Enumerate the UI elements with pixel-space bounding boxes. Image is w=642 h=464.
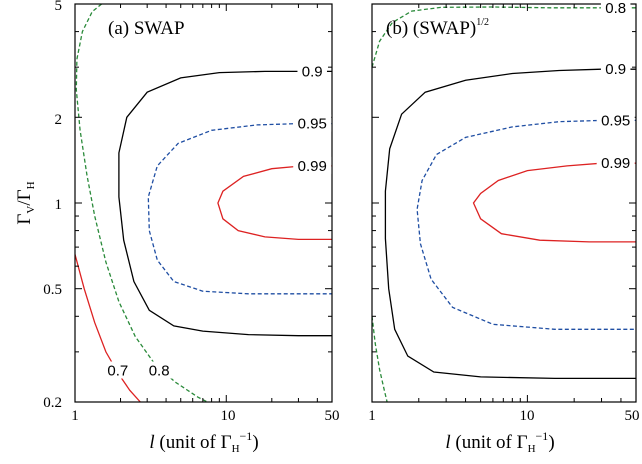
contour-0.7 bbox=[75, 254, 141, 402]
x-tick-label: 10 bbox=[520, 408, 535, 424]
panel-a-contours bbox=[75, 4, 332, 402]
contour-label-bg bbox=[293, 114, 332, 132]
panel-b-ticks bbox=[371, 3, 637, 403]
panel-a-title: (a) SWAP bbox=[108, 18, 185, 39]
panel-b-title: (b) (SWAP)1/2 bbox=[386, 17, 489, 39]
contour-label: 0.99 bbox=[601, 155, 630, 172]
x-tick-label: 1 bbox=[368, 408, 376, 424]
contour-0.8 bbox=[75, 4, 208, 402]
panel-b-contour-labels: 0.8 0.9 0.95 0.99 bbox=[596, 0, 635, 172]
contour-label-bg bbox=[144, 361, 174, 379]
y-tick-label: 1 bbox=[55, 197, 63, 213]
y-tick-label: 0.5 bbox=[43, 282, 62, 298]
x-tick-label: 50 bbox=[325, 408, 340, 424]
panel-b: 0.8 0.9 0.95 0.99 (b) (SWAP)1/2 1 10 50 l (… bbox=[368, 0, 640, 455]
contour-0.95 bbox=[416, 119, 636, 330]
contour-0.9 bbox=[384, 68, 636, 380]
contour-label: 0.95 bbox=[298, 116, 327, 133]
panel-a-ticks bbox=[74, 3, 333, 403]
contour-label-bg bbox=[600, 60, 631, 78]
contour-label-bg bbox=[297, 62, 327, 80]
contour-label-bg bbox=[293, 156, 332, 174]
contour-0.9 bbox=[118, 70, 332, 337]
contour-0.99 bbox=[472, 162, 636, 243]
contour-label: 0.8 bbox=[605, 0, 626, 17]
contour-label: 0.7 bbox=[107, 363, 128, 380]
contour-label-bg bbox=[600, 0, 631, 16]
contour-label: 0.9 bbox=[605, 61, 626, 78]
panel-a: 0.7 0.8 0.9 0.95 0.99 (a) SWAP 5 2 1 0.5 0.2… bbox=[14, 0, 340, 455]
contour-label: 0.8 bbox=[149, 363, 170, 380]
panel-a-ylabel: ΓV/ΓH bbox=[14, 181, 37, 224]
panel-b-xlabel: l (unit of ΓH−1) bbox=[445, 429, 554, 455]
contour-0.95 bbox=[147, 122, 332, 295]
contour-label: 0.99 bbox=[298, 158, 327, 175]
contour-label-bg bbox=[596, 111, 635, 129]
panel-a-xlabel: l (unit of ΓH−1) bbox=[149, 429, 258, 455]
x-tick-label: 10 bbox=[221, 408, 236, 424]
contour-label: 0.9 bbox=[302, 63, 323, 80]
panel-b-frame bbox=[371, 3, 637, 403]
contour-0.8 bbox=[372, 6, 636, 68]
contour-label: 0.95 bbox=[601, 112, 630, 129]
y-tick-label: 0.2 bbox=[43, 395, 62, 411]
contour-0.8 bbox=[372, 316, 388, 402]
x-tick-label: 50 bbox=[625, 408, 640, 424]
panel-a-frame bbox=[74, 3, 333, 403]
panel-a-contour-labels: 0.7 0.8 0.9 0.95 0.99 bbox=[103, 62, 332, 380]
x-tick-label: 1 bbox=[71, 408, 79, 424]
panel-b-contours bbox=[372, 6, 636, 402]
contour-label-bg bbox=[103, 361, 133, 379]
contour-0.99 bbox=[217, 165, 332, 241]
y-tick-label: 2 bbox=[55, 112, 63, 128]
contour-label-bg bbox=[596, 154, 635, 172]
y-tick-label: 5 bbox=[55, 0, 63, 14]
